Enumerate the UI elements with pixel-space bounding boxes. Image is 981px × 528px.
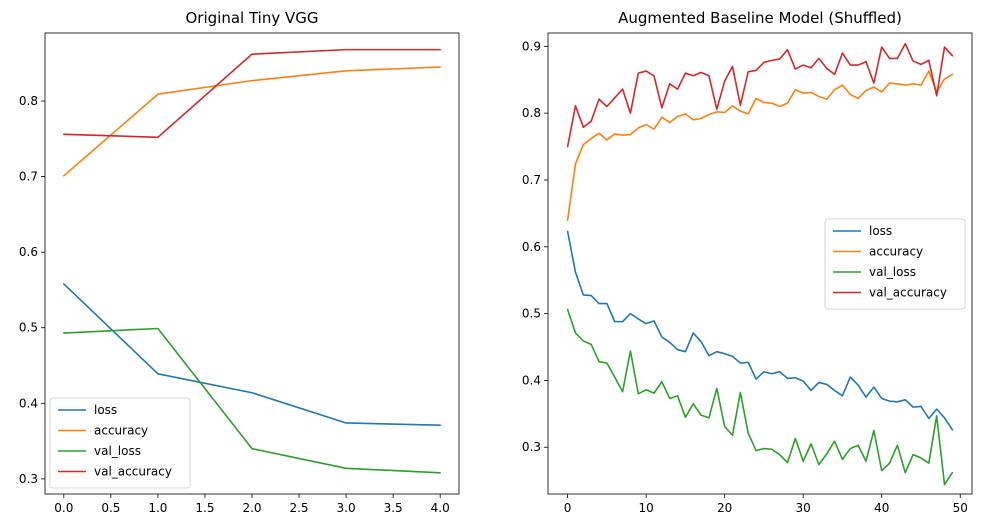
legend-label: val_loss: [94, 444, 141, 458]
x-tick-label: 2.0: [242, 501, 261, 515]
y-tick-label: 0.6: [522, 240, 541, 254]
series-line-val-loss: [63, 327, 441, 474]
y-tick-label: 0.7: [19, 170, 38, 184]
legend-label: val_accuracy: [94, 465, 172, 479]
legend-label: val_accuracy: [869, 286, 947, 300]
x-tick-label: 30: [796, 501, 811, 515]
chart-augmented-baseline-model: Augmented Baseline Model (Shuffled) 0 10 2…: [522, 9, 973, 515]
series-line-accuracy: [63, 66, 441, 177]
x-tick-label: 10: [639, 501, 654, 515]
x-tick-label: 4.0: [431, 501, 450, 515]
legend: loss accuracy val_loss val_accuracy: [49, 397, 191, 489]
x-tick-label: 40: [874, 501, 889, 515]
chart-title: Original Tiny VGG: [186, 9, 319, 27]
x-tick-label: 50: [953, 501, 968, 515]
x-tick-label: 3.5: [384, 501, 403, 515]
series-line-val-loss: [566, 308, 954, 486]
x-tick-label: 20: [717, 501, 732, 515]
legend-label: accuracy: [869, 245, 923, 259]
y-tick-label: 0.9: [522, 39, 541, 53]
legend-box: [824, 218, 966, 310]
x-tick-label: 0.0: [54, 501, 73, 515]
x-tick-label: 0.5: [101, 501, 120, 515]
series-line-val-accuracy: [566, 42, 954, 148]
legend-label: loss: [94, 403, 117, 417]
series-line-accuracy: [566, 70, 954, 221]
x-tick-label: 3.0: [337, 501, 356, 515]
series-line-loss: [566, 230, 954, 431]
axes-frame: [44, 32, 460, 495]
axes-frame: [547, 32, 973, 495]
y-tick-label: 0.4: [19, 396, 38, 410]
x-tick-label: 0: [564, 501, 572, 515]
legend: loss accuracy val_loss val_accuracy: [824, 218, 966, 310]
y-tick-label: 0.3: [522, 440, 541, 454]
series-lines: [566, 42, 954, 486]
y-tick-label: 0.5: [19, 321, 38, 335]
legend-label: loss: [869, 224, 892, 238]
y-tick-label: 0.8: [19, 94, 38, 108]
y-tick-label: 0.7: [522, 173, 541, 187]
y-tick-label: 0.4: [522, 373, 541, 387]
chart-title: Augmented Baseline Model (Shuffled): [618, 9, 902, 27]
axes: 0 10 20 30 40 50 0.3 0.4 0.5 0.6 0.7 0.8 0.9: [522, 32, 973, 515]
y-tick-label: 0.5: [522, 307, 541, 321]
x-tick-label: 2.5: [289, 501, 308, 515]
y-tick-label: 0.8: [522, 106, 541, 120]
y-tick-label: 0.6: [19, 245, 38, 259]
x-tick-label: 1.0: [148, 501, 167, 515]
series-lines: [63, 48, 441, 474]
y-tick-label: 0.3: [19, 472, 38, 486]
legend-box: [49, 397, 191, 489]
axes: 0.0 0.5 1.0 1.5 2.0 2.5 3.0 3.5 4.0 0.3 0.4 0.5 0.6 0…: [19, 32, 460, 515]
legend-label: val_loss: [869, 265, 916, 279]
x-tick-label: 1.5: [195, 501, 214, 515]
series-line-loss: [63, 283, 441, 427]
chart-original-tiny-vgg: Original Tiny VGG 0.0 0.5 1.0 1.5 2.0 2.5 3.0 3…: [19, 9, 460, 515]
legend-label: accuracy: [94, 424, 148, 438]
series-line-val-accuracy: [63, 48, 441, 139]
